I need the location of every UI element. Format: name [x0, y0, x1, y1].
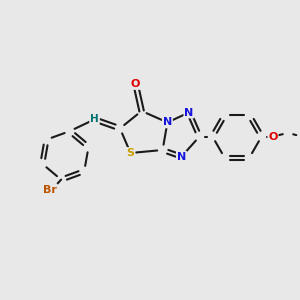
Text: O: O	[268, 131, 278, 142]
Text: N: N	[163, 117, 172, 128]
Text: H: H	[90, 114, 99, 124]
Text: O: O	[131, 79, 140, 89]
Text: Br: Br	[43, 184, 57, 194]
Text: S: S	[127, 148, 134, 158]
Text: N: N	[177, 152, 186, 162]
Text: N: N	[184, 107, 194, 118]
